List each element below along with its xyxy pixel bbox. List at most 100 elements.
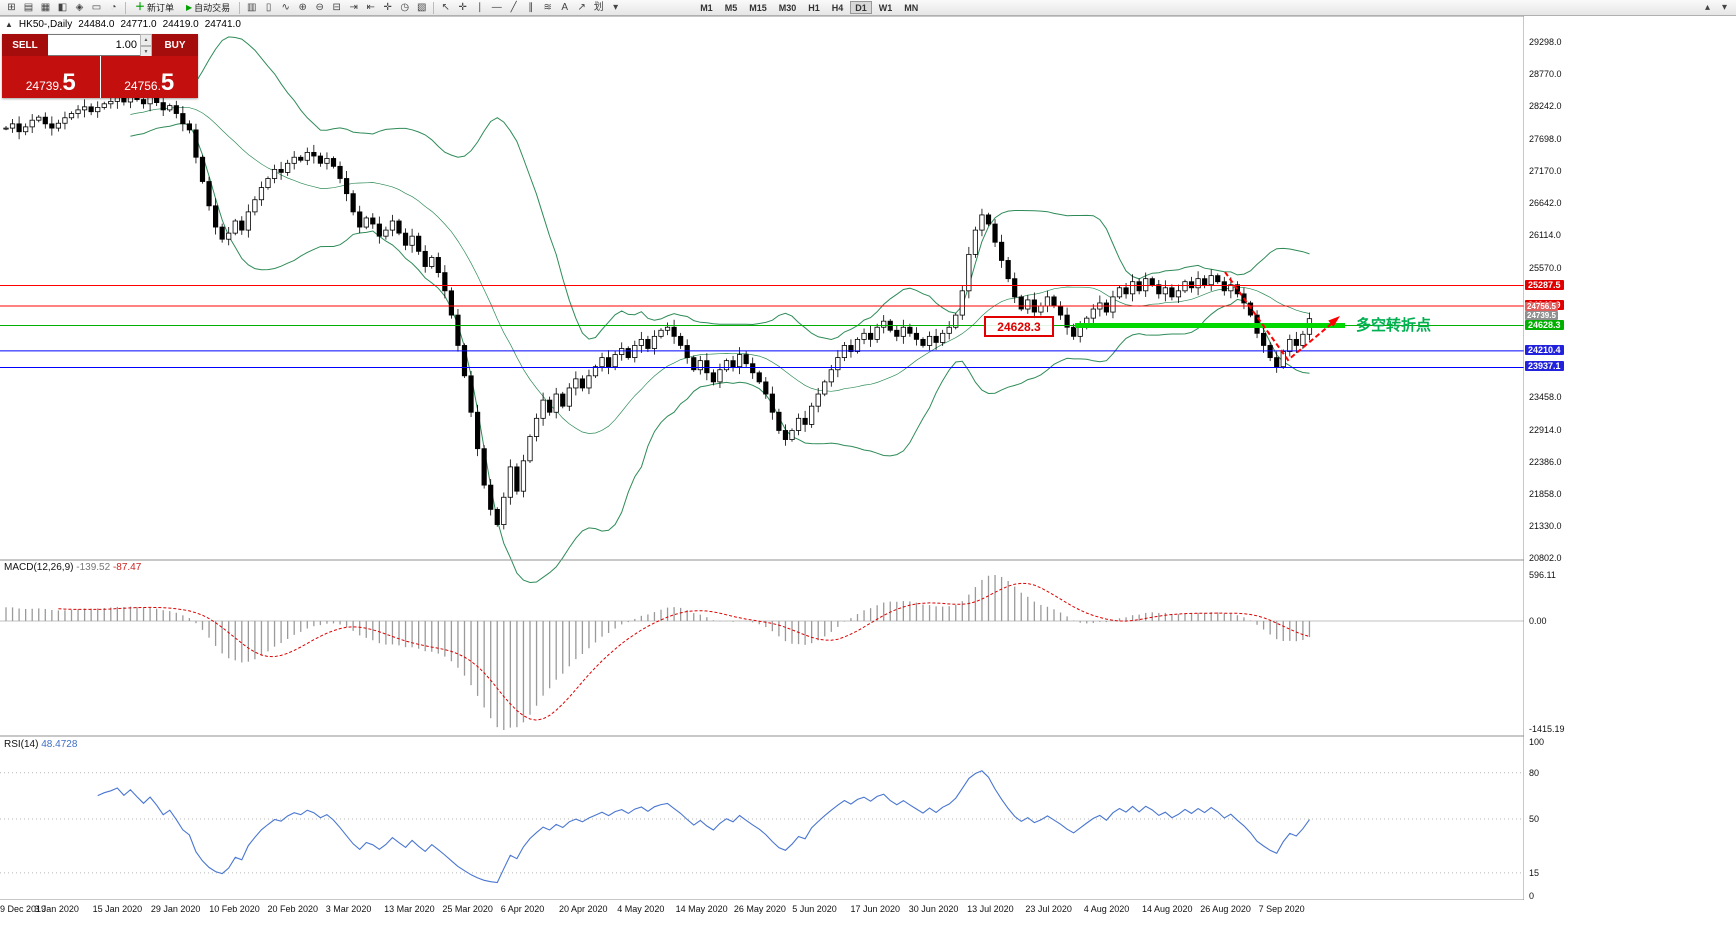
date-axis-label: 5 Jun 2020 <box>792 904 837 914</box>
price-axis-label: 21330.0 <box>1529 520 1562 531</box>
open-value: 24484.0 <box>78 19 115 30</box>
crosshair-icon[interactable]: ✛ <box>458 1 467 13</box>
price-axis-label: 0 <box>1529 891 1535 901</box>
date-axis-label: 13 Mar 2020 <box>384 904 435 914</box>
line-chart-icon[interactable]: ∿ <box>281 1 290 13</box>
price-axis-label: 26114.0 <box>1529 230 1561 241</box>
sell-button[interactable]: SELL <box>2 34 48 56</box>
bar-chart-icon[interactable]: ▥ <box>246 1 257 13</box>
chart-ohlc-header: ▲ HK50-,Daily 24484.0 24771.0 24419.0 24… <box>5 19 241 30</box>
strategy-tester-icon[interactable]: ◔ <box>110 1 117 13</box>
timeframe-w1[interactable]: W1 <box>878 2 893 13</box>
rsi-line <box>97 770 1310 884</box>
timeframe-toolbar: M1 M5 M15 M30 H1 H4 D1 W1 MN <box>694 1 924 14</box>
price-marker-label: 24210.4 <box>1525 344 1564 355</box>
timeframe-d1[interactable]: D1 <box>850 1 872 14</box>
price-axis-label: 50 <box>1529 814 1540 824</box>
turning-point-annotation[interactable]: 多空转折点 <box>1356 317 1432 334</box>
pivot-price-annotation[interactable]: 24628.3 <box>984 316 1054 337</box>
trendline-icon[interactable]: ╱ <box>510 1 517 13</box>
timeframe-mn[interactable]: MN <box>904 2 919 13</box>
indicators-icon[interactable]: ✛ <box>383 1 392 13</box>
volume-up-icon[interactable]: ▲ <box>140 34 152 46</box>
price-axis-label: -1415.19 <box>1529 724 1565 734</box>
channel-icon[interactable]: ∥ <box>528 1 534 13</box>
volume-input[interactable]: 1.00 ▲ ▼ <box>48 34 152 58</box>
zoom-out-icon[interactable]: ⊖ <box>315 1 324 13</box>
date-axis-label: 3 Mar 2020 <box>325 904 372 914</box>
tile-windows-icon[interactable]: ⊟ <box>332 1 341 13</box>
price-axis-label: 596.11 <box>1529 570 1556 580</box>
fibonacci-icon[interactable]: ≋ <box>543 1 552 13</box>
timeframe-m15[interactable]: M15 <box>749 2 767 13</box>
date-axis-label: 14 Aug 2020 <box>1142 904 1193 914</box>
date-axis-label: 6 Apr 2020 <box>500 904 545 914</box>
date-axis-label: 25 Mar 2020 <box>442 904 493 914</box>
autotrading-button[interactable]: ▶ 自动交易 <box>186 2 231 13</box>
timeframe-h1[interactable]: H1 <box>808 2 820 13</box>
volume-spinner: ▲ ▼ <box>140 34 152 58</box>
rsi-indicator-label: RSI(14) 48.4728 <box>4 739 78 750</box>
new-order-button[interactable]: ＋ 新订单 <box>135 1 175 13</box>
price-axis-label: 26642.0 <box>1529 198 1562 209</box>
pane-separators <box>0 15 1736 901</box>
date-axis-label: 13 Jul 2020 <box>967 904 1014 914</box>
toolbar-separator <box>125 1 126 14</box>
zoom-in-icon[interactable]: ⊕ <box>298 1 307 13</box>
macd-indicator-label: MACD(12,26,9) -139.52 -87.47 <box>4 562 142 573</box>
auto-scroll-icon[interactable]: ⇥ <box>349 1 358 13</box>
price-marker-label: 23937.1 <box>1525 361 1564 372</box>
date-axis-label: 10 Feb 2020 <box>209 904 260 914</box>
high-value: 24771.0 <box>120 19 157 30</box>
macd-histogram <box>5 575 1311 730</box>
scroll-down-icon[interactable]: ▾ <box>1721 1 1728 13</box>
price-axis-label: 25570.0 <box>1529 263 1562 274</box>
draw-tool-icon[interactable]: 划 <box>593 1 604 13</box>
price-axis[interactable]: 29298.0 28770.0 28242.0 27698.0 27170.0 26642… <box>1524 0 1736 936</box>
text-icon[interactable]: A <box>561 1 569 13</box>
profiles-icon[interactable]: ▤ <box>23 1 34 13</box>
price-marker-label: 25287.5 <box>1525 279 1564 290</box>
toolbar-chart-group: ▥ ▯ ∿ ⊕ ⊖ ⊟ ⇥ ⇤ ✛ ◷ ▧ <box>243 1 430 15</box>
dropdown-caret-icon[interactable]: ▾ <box>613 1 619 13</box>
horizontal-line-icon[interactable]: ― <box>491 1 502 13</box>
sell-price-display[interactable]: 24739. 5 <box>2 56 101 98</box>
scroll-up-icon[interactable]: ▴ <box>1704 1 1711 13</box>
price-axis-label: 80 <box>1529 767 1540 778</box>
cursor-icon[interactable]: ↖ <box>441 1 450 13</box>
price-axis-label: 28242.0 <box>1529 101 1562 112</box>
candlestick-icon[interactable]: ▯ <box>265 1 272 13</box>
date-axis-label: 4 Aug 2020 <box>1083 904 1130 914</box>
terminal-icon[interactable]: ▭ <box>91 1 102 13</box>
periods-icon[interactable]: ◷ <box>400 1 410 13</box>
timeframe-m5[interactable]: M5 <box>724 2 738 13</box>
market-watch-icon[interactable]: ▦ <box>40 1 51 13</box>
arrow-tool-icon[interactable]: ↗ <box>577 1 586 13</box>
new-chart-icon[interactable]: ⊞ <box>7 1 16 13</box>
rsi-level-lines <box>0 772 1524 874</box>
timeframe-h4[interactable]: H4 <box>831 2 844 13</box>
navigator-icon[interactable]: ◈ <box>75 1 84 13</box>
one-click-trading-toggle-icon[interactable]: ▲ <box>5 20 13 29</box>
buy-price-display[interactable]: 24756. 5 <box>100 56 198 98</box>
date-axis[interactable]: 9 Dec 2019 3 Jan 2020 15 Jan 2020 29 Jan 20… <box>0 900 1524 922</box>
timeframe-m30[interactable]: M30 <box>778 2 797 13</box>
vertical-line-icon[interactable]: ∣ <box>477 1 483 13</box>
trend-arrow[interactable] <box>1224 271 1340 362</box>
date-axis-label: 20 Apr 2020 <box>559 904 608 914</box>
symbol-period-label: HK50-,Daily <box>18 19 73 30</box>
templates-icon[interactable]: ▧ <box>416 1 427 13</box>
date-axis-label: 20 Feb 2020 <box>267 904 319 914</box>
chart-shift-icon[interactable]: ⇤ <box>366 1 375 13</box>
date-axis-label: 3 Jan 2020 <box>34 904 79 914</box>
close-value: 24741.0 <box>204 19 241 30</box>
buy-button[interactable]: BUY <box>152 34 198 56</box>
timeframe-m1[interactable]: M1 <box>700 2 713 13</box>
price-axis-label: 29298.0 <box>1529 37 1562 47</box>
toolbar-separator <box>239 1 241 14</box>
macd-signal-value: -87.47 <box>112 562 142 573</box>
macd-main-value: -139.52 <box>76 562 111 573</box>
data-window-icon[interactable]: ◧ <box>57 1 68 13</box>
price-axis-label: 27698.0 <box>1529 134 1562 145</box>
